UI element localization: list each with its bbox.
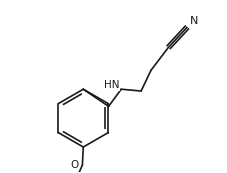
Text: N: N: [189, 16, 198, 26]
Text: HN: HN: [103, 80, 118, 90]
Text: O: O: [70, 160, 78, 170]
